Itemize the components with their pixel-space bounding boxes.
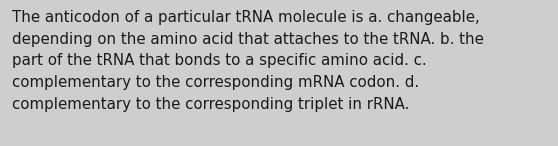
Text: The anticodon of a particular tRNA molecule is a. changeable,
depending on the a: The anticodon of a particular tRNA molec…: [12, 10, 484, 112]
